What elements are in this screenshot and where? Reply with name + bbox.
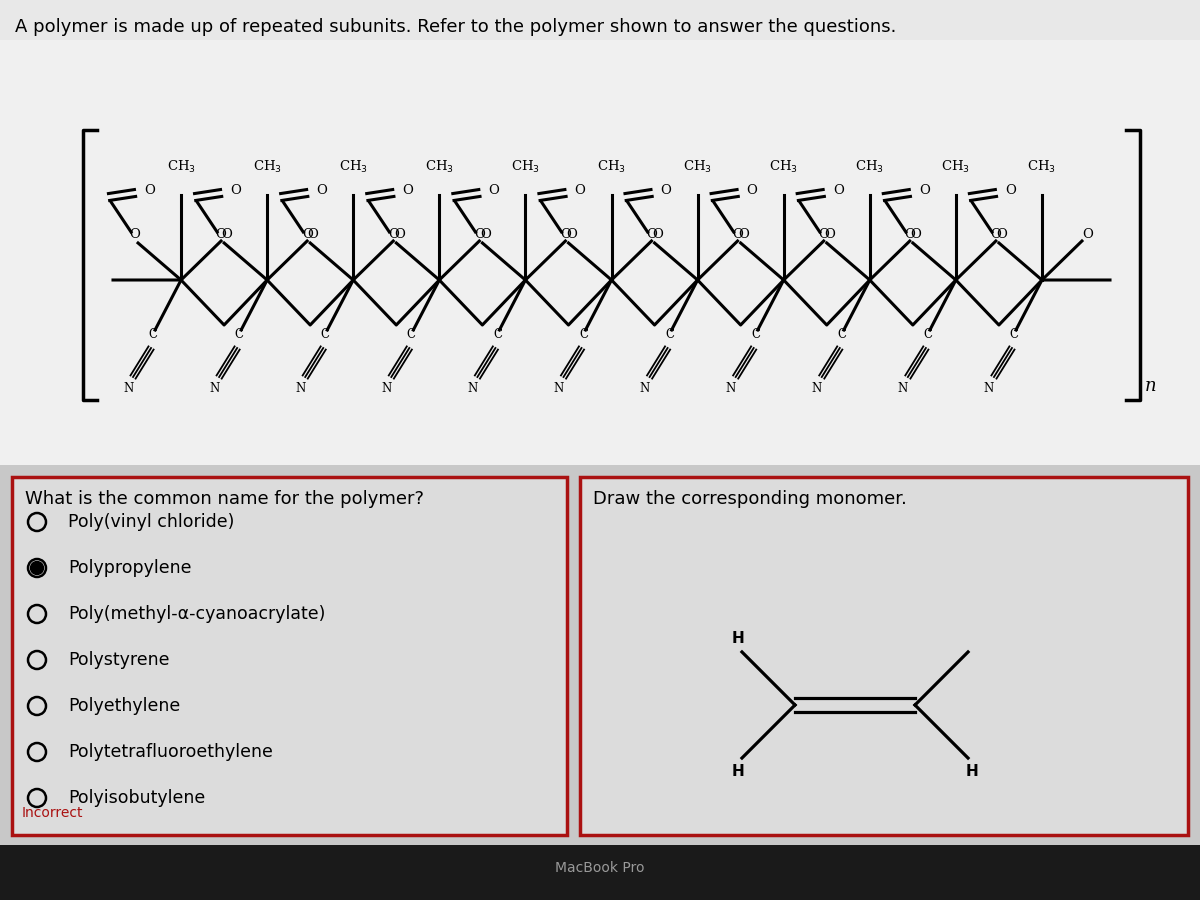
Text: CH$_3$: CH$_3$	[856, 159, 884, 175]
Text: CH$_3$: CH$_3$	[253, 159, 282, 175]
Text: O: O	[919, 184, 930, 196]
Text: O: O	[480, 228, 491, 240]
Text: CH$_3$: CH$_3$	[338, 159, 367, 175]
Text: N: N	[553, 382, 564, 395]
Text: O: O	[911, 228, 922, 240]
Text: N: N	[467, 382, 478, 395]
Text: O: O	[818, 228, 829, 240]
Text: O: O	[738, 228, 749, 240]
Text: O: O	[402, 184, 413, 196]
Text: N: N	[726, 382, 736, 395]
Text: O: O	[222, 228, 233, 240]
Text: Draw the corresponding monomer.: Draw the corresponding monomer.	[593, 490, 907, 508]
Text: O: O	[732, 228, 743, 240]
Text: O: O	[130, 228, 140, 240]
Text: O: O	[660, 184, 672, 196]
Text: Poly(vinyl chloride): Poly(vinyl chloride)	[68, 513, 234, 531]
Text: A polymer is made up of repeated subunits. Refer to the polymer shown to answer : A polymer is made up of repeated subunit…	[14, 18, 896, 36]
Text: C: C	[149, 328, 157, 341]
Text: Polyisobutylene: Polyisobutylene	[68, 789, 205, 807]
Text: C: C	[580, 328, 588, 341]
Text: C: C	[493, 328, 502, 341]
Text: N: N	[209, 382, 220, 395]
Text: O: O	[566, 228, 577, 240]
Text: C: C	[235, 328, 244, 341]
Text: O: O	[317, 184, 328, 196]
Text: CH$_3$: CH$_3$	[425, 159, 454, 175]
Text: Poly(methyl-α-cyanoacrylate): Poly(methyl-α-cyanoacrylate)	[68, 605, 325, 623]
Text: N: N	[640, 382, 649, 395]
Text: O: O	[1082, 228, 1093, 240]
Text: O: O	[301, 228, 313, 240]
Text: N: N	[811, 382, 822, 395]
Text: CH$_3$: CH$_3$	[941, 159, 971, 175]
Text: CH$_3$: CH$_3$	[683, 159, 712, 175]
Text: MacBook Pro: MacBook Pro	[556, 861, 644, 875]
Text: O: O	[833, 184, 844, 196]
Bar	[0, 465, 1200, 845]
Text: O: O	[394, 228, 404, 240]
Text: O: O	[560, 228, 571, 240]
Text: C: C	[665, 328, 674, 341]
Text: O: O	[230, 184, 241, 196]
Text: H: H	[732, 631, 744, 646]
Bar	[0, 40, 1200, 470]
Circle shape	[30, 562, 43, 574]
Text: O: O	[388, 228, 398, 240]
Text: C: C	[320, 328, 330, 341]
Text: O: O	[1004, 184, 1016, 196]
Text: O: O	[646, 228, 658, 240]
Text: Incorrect: Incorrect	[22, 806, 84, 820]
Text: C: C	[751, 328, 760, 341]
Text: C: C	[1009, 328, 1019, 341]
Text: N: N	[122, 382, 133, 395]
Text: Polystyrene: Polystyrene	[68, 651, 169, 669]
Text: What is the common name for the polymer?: What is the common name for the polymer?	[25, 490, 424, 508]
Text: H: H	[732, 764, 744, 779]
Text: O: O	[652, 228, 662, 240]
Text: Polyethylene: Polyethylene	[68, 697, 180, 715]
Text: O: O	[746, 184, 757, 196]
Text: Polypropylene: Polypropylene	[68, 559, 192, 577]
Text: O: O	[990, 228, 1001, 240]
Text: O: O	[905, 228, 916, 240]
Text: C: C	[407, 328, 416, 341]
Text: N: N	[295, 382, 305, 395]
Text: O: O	[488, 184, 499, 196]
Text: O: O	[144, 184, 155, 196]
Text: O: O	[307, 228, 318, 240]
Text: C: C	[838, 328, 846, 341]
Text: O: O	[996, 228, 1007, 240]
Text: O: O	[575, 184, 586, 196]
Text: O: O	[824, 228, 835, 240]
Text: O: O	[216, 228, 227, 240]
FancyBboxPatch shape	[580, 477, 1188, 835]
Text: O: O	[474, 228, 485, 240]
Text: Polytetrafluoroethylene: Polytetrafluoroethylene	[68, 743, 272, 761]
Bar	[0, 845, 1200, 900]
Text: n: n	[1145, 377, 1157, 395]
Text: N: N	[984, 382, 994, 395]
Text: CH$_3$: CH$_3$	[598, 159, 626, 175]
Text: C: C	[923, 328, 932, 341]
Text: CH$_3$: CH$_3$	[511, 159, 540, 175]
Text: CH$_3$: CH$_3$	[1027, 159, 1056, 175]
FancyBboxPatch shape	[12, 477, 568, 835]
Text: N: N	[382, 382, 391, 395]
Text: H: H	[966, 764, 978, 779]
Text: N: N	[898, 382, 908, 395]
Text: CH$_3$: CH$_3$	[769, 159, 798, 175]
Text: CH$_3$: CH$_3$	[167, 159, 196, 175]
